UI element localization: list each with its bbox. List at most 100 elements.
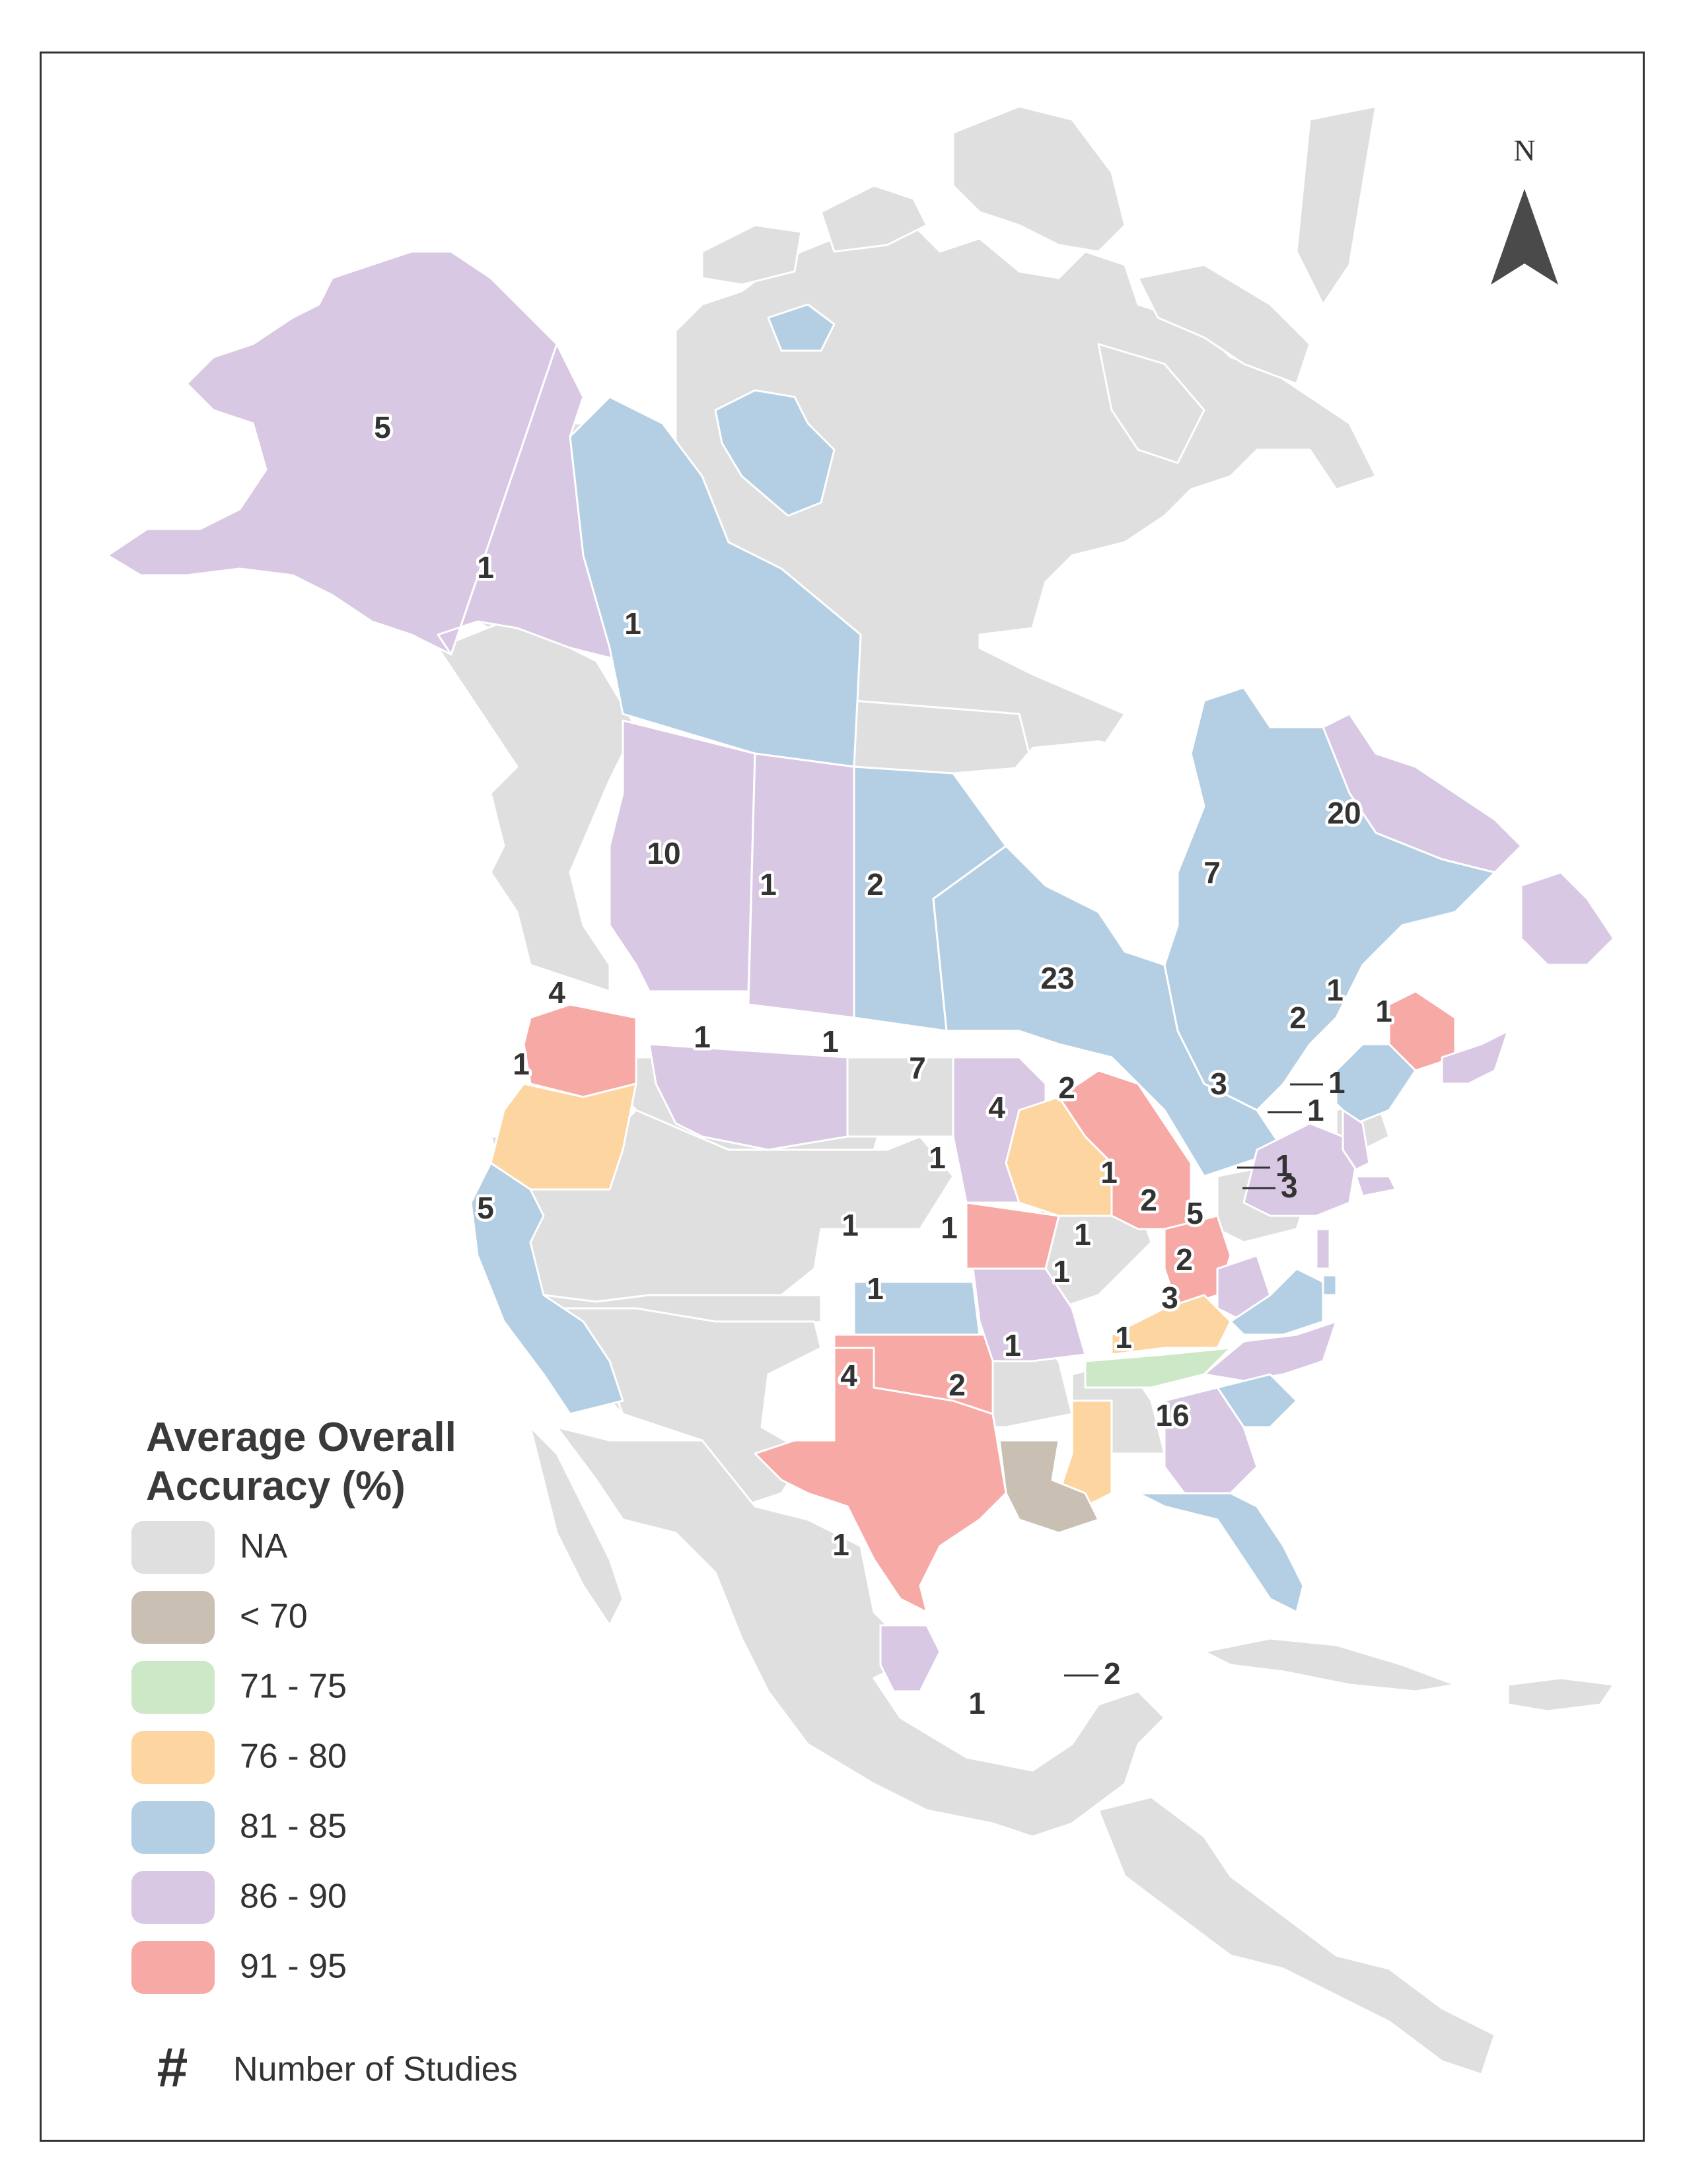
mexico [556,1426,1166,1838]
region-tennessee[interactable] [1084,1347,1232,1389]
legend-number-symbol: # [157,2036,188,2098]
count-montana: 1 [694,1020,711,1054]
region-nunavut-island[interactable] [714,389,836,517]
arctic-islands [820,184,928,253]
study-count-labels: 5 1 1 10 1 2 23 7 20 1 1 2 4 1 5 1 1 7 4… [371,407,1396,1724]
legend-item-label: 71 - 75 [240,1668,347,1706]
count-mexico-central: 1 [968,1686,986,1720]
arctic-islands [1137,264,1311,385]
legend-number-label: Number of Studies [233,2051,518,2089]
count-kentucky: 1 [1074,1217,1091,1251]
count-california: 5 [477,1191,494,1225]
region-new-york[interactable] [1242,1122,1357,1217]
count-yucatan: 2 [1104,1656,1121,1691]
count-mississippi: 1 [1004,1328,1021,1362]
region-massachusetts[interactable] [1355,1175,1397,1197]
count-tennessee: 1 [1053,1254,1070,1288]
count-iowa: 1 [929,1141,946,1175]
legend-item-label: 76 - 80 [240,1738,347,1776]
count-northwest-territories: 1 [624,606,641,641]
arctic-islands [1097,343,1205,464]
arctic-islands [952,105,1126,253]
count-nova-scotia: 1 [1375,994,1392,1028]
region-kentucky[interactable] [1110,1294,1232,1356]
count-west-virginia: 2 [1140,1183,1157,1217]
north-letter: N [1513,133,1535,167]
legend-title-line1: Average Overall [146,1415,456,1460]
count-vermont-nh: 1 [1328,1065,1346,1100]
region-labrador[interactable] [1322,713,1523,874]
count-north-dakota: 1 [822,1024,839,1059]
region-california[interactable] [470,1162,624,1415]
count-south-carolina: 3 [1161,1281,1178,1315]
region-oregon[interactable] [489,1082,637,1191]
count-alberta: 10 [647,836,680,870]
central-america [1097,1796,1496,2076]
region-alberta[interactable] [608,719,756,993]
cuba [1203,1637,1456,1693]
legend-swatch [131,1801,215,1854]
count-quebec: 7 [1203,855,1221,890]
count-oregon: 1 [513,1047,530,1081]
count-michigan: 2 [1058,1071,1075,1105]
greenland-edge [1295,105,1377,306]
region-kansas[interactable] [853,1281,981,1336]
arctic-islands [701,224,803,286]
count-delaware: 3 [1281,1170,1298,1204]
legend-swatch [131,1941,215,1994]
count-virginia: 5 [1186,1196,1203,1230]
legend-title-line2: Accuracy (%) [146,1463,406,1509]
region-washington[interactable] [522,1003,637,1098]
choropleth-map: 5 1 1 10 1 2 23 7 20 1 1 2 4 1 5 1 1 7 4… [106,105,1615,2098]
count-ontario: 23 [1040,961,1074,995]
region-alaska[interactable] [106,250,558,656]
count-kansas: 1 [842,1208,859,1242]
count-georgia: 1 [1115,1320,1132,1355]
count-massachusetts: 1 [1307,1093,1324,1127]
region-virginia[interactable] [1229,1267,1324,1336]
legend-item-label: 86 - 90 [240,1878,347,1916]
count-minnesota: 7 [909,1051,926,1085]
region-vermont-nh[interactable] [1342,1109,1371,1171]
region-new-jersey[interactable] [1315,1228,1331,1270]
count-florida: 16 [1155,1398,1189,1432]
count-missouri: 1 [941,1211,958,1245]
region-tamaulipas[interactable] [879,1624,941,1693]
region-nova-scotia[interactable] [1441,1030,1509,1085]
count-alaska: 5 [374,410,391,444]
legend-items: NA < 70 71 - 75 76 - 80 81 - 85 86 - 90 91 - 9… [131,1521,347,1994]
region-florida[interactable] [1137,1492,1305,1613]
count-saskatchewan: 1 [760,867,777,901]
count-north-carolina: 2 [1176,1242,1193,1277]
study-regions [106,250,1615,1693]
region-northwest-territories[interactable] [569,396,862,768]
region-louisiana[interactable] [998,1439,1100,1534]
count-texas: 4 [840,1358,857,1393]
count-maine: 2 [1289,1001,1307,1035]
north-arrow-icon [1491,189,1558,285]
count-louisiana: 2 [949,1368,966,1402]
count-new-brunswick: 1 [1326,973,1344,1007]
count-new-york: 3 [1210,1067,1227,1101]
baja-california [529,1426,624,1627]
region-north-dakota[interactable] [846,1056,954,1138]
region-georgia[interactable] [1163,1386,1258,1495]
legend: Average Overall Accuracy (%) NA < 70 71 - … [131,1415,518,2098]
british-columbia [437,620,637,993]
legend-swatch [131,1661,215,1714]
legend-swatch [131,1871,215,1924]
region-maine[interactable] [1335,1043,1417,1125]
count-new-jersey: 1 [1275,1148,1293,1183]
map-frame: 5 1 1 10 1 2 23 7 20 1 1 2 4 1 5 1 1 7 4… [40,52,1645,2142]
hispaniola [1507,1677,1615,1712]
region-delaware[interactable] [1322,1274,1338,1296]
count-labrador: 20 [1327,796,1361,830]
count-tamaulipas: 1 [832,1528,849,1562]
count-washington: 4 [548,975,565,1010]
count-oklahoma: 1 [867,1271,884,1306]
region-newfoundland[interactable] [1520,871,1615,966]
region-nunavut-island[interactable] [767,303,836,352]
region-missouri[interactable] [972,1267,1087,1362]
count-wisconsin: 4 [988,1090,1005,1125]
legend-item-label: < 70 [240,1598,308,1636]
